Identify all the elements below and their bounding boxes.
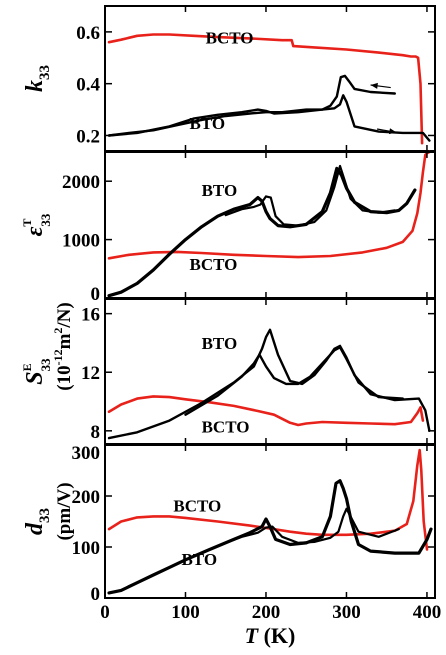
series-line-bto-2 [107, 479, 433, 595]
y-tick-label: 0.2 [76, 126, 100, 147]
series-annotation: BTO [181, 550, 217, 569]
y-tick-label: 16 [81, 305, 100, 326]
y-axis-label: d33 [22, 508, 53, 535]
series-line-bto-3 [224, 164, 396, 227]
series-annotation: BCTO [173, 496, 221, 515]
series-line-bto-3 [224, 507, 400, 544]
panel-3: 8 12 16 BTO BCTO SE 33(10-12m2/N) [20, 298, 436, 445]
panel-4: 0 100 200 300 0 100 200 300 400 BCTO BTO d33 (pm/V) T… [22, 443, 441, 648]
series-line-bcto-1 [107, 33, 424, 145]
x-tick-label: 0 [100, 602, 110, 623]
y-tick-label: 2000 [62, 172, 100, 193]
y-tick-label: 1000 [62, 231, 100, 252]
arrow-head-1 [370, 82, 378, 89]
series-line-bto-2 [107, 166, 417, 298]
series-line-bto-2 [107, 74, 396, 137]
series-annotation: BTO [202, 181, 238, 200]
y-axis-label: k33 [22, 65, 53, 92]
series-line-bcto-1 [107, 150, 431, 260]
series-annotation: BTO [190, 114, 226, 133]
x-tick-label: 200 [252, 602, 281, 623]
series-line-bcto-1 [107, 448, 429, 551]
x-tick-label: 300 [332, 602, 361, 623]
y-tick-label: 0 [91, 584, 101, 605]
panel-2: 0 1000 2000 BTO BCTO εT 33 [20, 150, 436, 305]
series-line-bcto-1 [107, 395, 425, 427]
y-tick-label: 0.6 [76, 23, 100, 44]
series-annotation: BCTO [202, 417, 250, 436]
y-tick-label: 8 [91, 422, 101, 443]
panel-1: 0.2 0.4 0.6 BCTO BTO k33 [22, 5, 436, 152]
y-axis-unit: (pm/V) [54, 482, 75, 540]
y-tick-label: 100 [72, 538, 101, 559]
y-tick-label: 200 [72, 487, 101, 508]
y-tick-label: 300 [72, 443, 101, 464]
y-tick-label: 12 [81, 363, 100, 384]
x-axis-label: T (K) [245, 623, 296, 648]
x-tick-label: 400 [413, 602, 442, 623]
series-line-bto-2 [107, 328, 431, 440]
plot-frame [104, 151, 436, 299]
y-tick-label: 0.4 [76, 75, 100, 96]
y-axis-unit: (10-12m2/N) [51, 302, 75, 390]
series-annotation: BCTO [190, 255, 238, 274]
y-axis-label: SE 33 [20, 358, 53, 385]
y-tick-label: 0 [91, 284, 101, 305]
series-line-bto-3 [184, 346, 404, 416]
y-axis-label: εT 33 [20, 213, 53, 236]
arrow-head-2 [388, 128, 397, 135]
series-annotation: BCTO [206, 29, 254, 48]
plot-frame [104, 444, 436, 599]
series-annotation: BTO [202, 334, 238, 353]
series-line-bto-3 [107, 94, 431, 142]
x-tick-label: 100 [171, 602, 200, 623]
